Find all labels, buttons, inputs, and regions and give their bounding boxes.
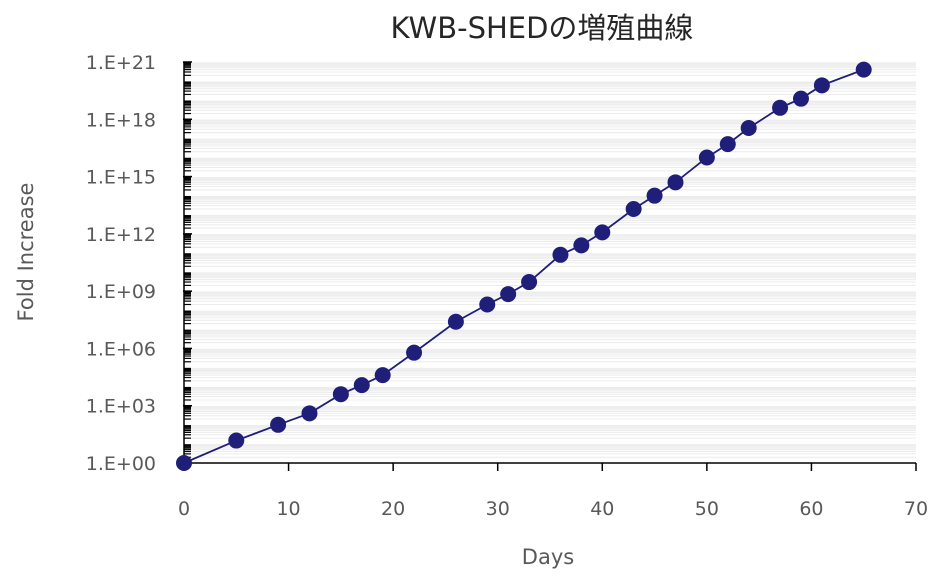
data-point	[792, 90, 809, 107]
data-point	[625, 201, 642, 218]
data-point	[740, 119, 757, 136]
data-point	[698, 149, 715, 166]
y-axis-title: Fold Increase	[14, 183, 38, 322]
x-tick-label: 40	[590, 498, 614, 520]
data-point	[479, 296, 496, 313]
data-point	[301, 405, 318, 422]
data-point	[374, 367, 391, 384]
data-point	[228, 432, 245, 449]
x-tick-label: 50	[695, 498, 719, 520]
data-series	[176, 61, 872, 471]
y-tick-label: 1.E+18	[86, 109, 156, 131]
y-tick-label: 1.E+15	[86, 167, 156, 189]
y-tick-label: 1.E+12	[86, 224, 156, 246]
data-point	[447, 313, 464, 330]
data-point	[552, 246, 569, 263]
y-axis: 1.E+00 1.E+03 1.E+06 1.E+09 1.E+12 1.E+15 1.E+…	[86, 52, 192, 475]
data-point	[719, 136, 736, 153]
y-tick-label: 1.E+00	[86, 453, 156, 475]
y-tick-label: 1.E+03	[86, 396, 156, 418]
y-tick-label: 1.E+21	[86, 52, 156, 74]
data-point	[594, 224, 611, 241]
x-tick-label: 10	[276, 498, 300, 520]
data-point	[270, 416, 287, 433]
data-point	[646, 187, 663, 204]
data-point	[176, 455, 192, 471]
data-point	[521, 274, 538, 291]
x-axis: 0 10 20 30 40 50 60 70	[178, 462, 928, 520]
x-axis-title: Days	[522, 545, 574, 569]
x-tick-label: 70	[904, 498, 928, 520]
data-point	[667, 174, 684, 191]
y-tick-label: 1.E+09	[86, 281, 156, 303]
data-point	[332, 386, 349, 403]
y-tick-label: 1.E+06	[86, 338, 156, 360]
data-point	[855, 61, 872, 78]
data-point	[500, 286, 517, 303]
data-point	[353, 377, 370, 394]
data-point	[573, 237, 590, 254]
x-tick-label: 0	[178, 498, 190, 520]
data-point	[772, 99, 789, 116]
data-point	[813, 77, 830, 94]
data-point	[406, 344, 423, 361]
grid-lines	[184, 62, 916, 458]
x-tick-label: 30	[486, 498, 510, 520]
chart-title: KWB-SHEDの増殖曲線	[391, 11, 694, 45]
x-tick-label: 20	[381, 498, 405, 520]
x-tick-label: 60	[799, 498, 823, 520]
